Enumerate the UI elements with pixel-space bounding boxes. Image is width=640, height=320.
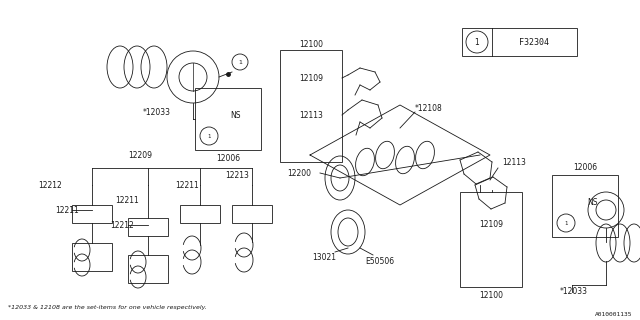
Bar — [128, 218, 168, 236]
Text: 12113: 12113 — [299, 110, 323, 119]
Text: 12211: 12211 — [115, 196, 139, 204]
Text: 12006: 12006 — [573, 163, 597, 172]
Text: 12100: 12100 — [299, 39, 323, 49]
Text: 12200: 12200 — [287, 169, 311, 178]
Text: 1: 1 — [564, 220, 568, 226]
Text: *12033: *12033 — [560, 287, 588, 297]
Text: *12033: *12033 — [143, 108, 171, 116]
Text: 1: 1 — [207, 133, 211, 139]
Bar — [72, 243, 112, 271]
Bar — [128, 255, 168, 283]
Text: 12006: 12006 — [216, 154, 240, 163]
Bar — [462, 28, 577, 56]
Text: NS: NS — [588, 198, 598, 207]
Text: 12211: 12211 — [55, 205, 79, 214]
Text: 12109: 12109 — [479, 220, 503, 228]
Bar — [280, 50, 342, 162]
Text: 12212: 12212 — [38, 180, 61, 189]
Bar — [180, 205, 220, 223]
Text: 12109: 12109 — [299, 74, 323, 83]
Text: 12100: 12100 — [479, 291, 503, 300]
Bar — [195, 88, 261, 150]
Text: A010001135: A010001135 — [595, 311, 632, 316]
Text: 13021: 13021 — [312, 253, 336, 262]
Text: *12108: *12108 — [415, 103, 443, 113]
Text: 12113: 12113 — [502, 157, 526, 166]
Text: 12212: 12212 — [110, 220, 134, 229]
Bar — [460, 192, 522, 287]
Text: E50506: E50506 — [365, 257, 394, 266]
Bar — [552, 175, 618, 237]
Text: *12033 & 12108 are the set-items for one vehicle respectively.: *12033 & 12108 are the set-items for one… — [8, 306, 207, 310]
Text: 1: 1 — [475, 37, 479, 46]
Text: 1: 1 — [238, 60, 242, 65]
Bar — [232, 205, 272, 223]
Text: 12213: 12213 — [225, 171, 249, 180]
Text: F32304: F32304 — [519, 37, 549, 46]
Text: NS: NS — [230, 111, 241, 120]
Bar — [72, 205, 112, 223]
Text: 12211: 12211 — [175, 180, 199, 189]
Text: 12209: 12209 — [128, 150, 152, 159]
